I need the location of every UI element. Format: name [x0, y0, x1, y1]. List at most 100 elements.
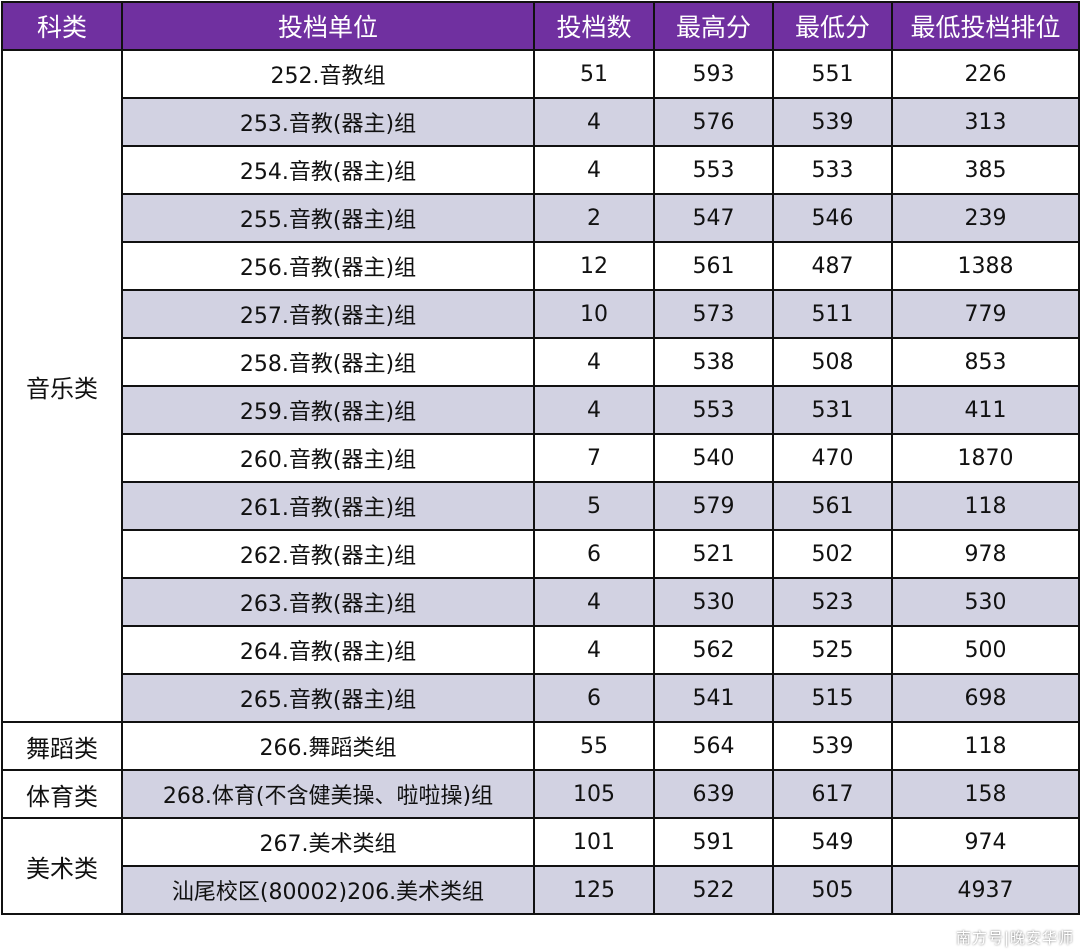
- max-score-cell: 639: [653, 769, 774, 819]
- min-rank-cell: 313: [891, 97, 1080, 147]
- column-header: 最低投档排位: [891, 1, 1080, 51]
- min-rank-cell: 118: [891, 721, 1080, 771]
- table-row: 264.音教(器主)组 4 562 525 500: [2, 625, 1080, 675]
- unit-cell: 266.舞蹈类组: [121, 721, 535, 771]
- count-cell: 5: [533, 481, 655, 531]
- count-cell: 4: [533, 385, 655, 435]
- min-score-cell: 525: [772, 625, 893, 675]
- min-rank-cell: 4937: [891, 865, 1080, 915]
- min-score-cell: 502: [772, 529, 893, 579]
- column-header: 投档单位: [121, 1, 535, 51]
- max-score-cell: 579: [653, 481, 774, 531]
- count-cell: 6: [533, 529, 655, 579]
- unit-cell: 265.音教(器主)组: [121, 673, 535, 723]
- min-score-cell: 511: [772, 289, 893, 339]
- count-cell: 105: [533, 769, 655, 819]
- min-score-cell: 487: [772, 241, 893, 291]
- min-rank-cell: 226: [891, 49, 1080, 99]
- count-cell: 12: [533, 241, 655, 291]
- count-cell: 2: [533, 193, 655, 243]
- min-rank-cell: 1388: [891, 241, 1080, 291]
- min-rank-cell: 1870: [891, 433, 1080, 483]
- count-cell: 4: [533, 337, 655, 387]
- min-score-cell: 551: [772, 49, 893, 99]
- count-cell: 125: [533, 865, 655, 915]
- max-score-cell: 593: [653, 49, 774, 99]
- table-row: 261.音教(器主)组 5 579 561 118: [2, 481, 1080, 531]
- table-row: 舞蹈类 266.舞蹈类组 55 564 539 118: [1, 721, 1080, 771]
- max-score-cell: 530: [653, 577, 774, 627]
- table-row: 254.音教(器主)组 4 553 533 385: [2, 145, 1080, 195]
- column-header: 最低分: [772, 1, 893, 51]
- category-cell: 音乐类: [1, 49, 123, 723]
- max-score-cell: 561: [653, 241, 774, 291]
- table-row: 255.音教(器主)组 2 547 546 239: [2, 193, 1080, 243]
- table-row: 262.音教(器主)组 6 521 502 978: [2, 529, 1080, 579]
- count-cell: 55: [533, 721, 655, 771]
- max-score-cell: 538: [653, 337, 774, 387]
- table-row: 汕尾校区(80002)206.美术类组 125 522 505 4937: [2, 865, 1080, 915]
- max-score-cell: 562: [653, 625, 774, 675]
- count-cell: 4: [533, 97, 655, 147]
- unit-cell: 260.音教(器主)组: [121, 433, 535, 483]
- max-score-cell: 553: [653, 385, 774, 435]
- unit-cell: 257.音教(器主)组: [121, 289, 535, 339]
- unit-cell: 258.音教(器主)组: [121, 337, 535, 387]
- count-cell: 101: [533, 817, 655, 867]
- table-row: 体育类 268.体育(不含健美操、啦啦操)组 105 639 617 158: [1, 769, 1080, 819]
- unit-cell: 264.音教(器主)组: [121, 625, 535, 675]
- unit-cell: 267.美术类组: [121, 817, 535, 867]
- max-score-cell: 541: [653, 673, 774, 723]
- min-score-cell: 549: [772, 817, 893, 867]
- unit-cell: 汕尾校区(80002)206.美术类组: [121, 865, 535, 915]
- min-rank-cell: 530: [891, 577, 1080, 627]
- min-score-cell: 505: [772, 865, 893, 915]
- min-score-cell: 539: [772, 721, 893, 771]
- max-score-cell: 522: [653, 865, 774, 915]
- unit-cell: 262.音教(器主)组: [121, 529, 535, 579]
- table-row: 256.音教(器主)组 12 561 487 1388: [2, 241, 1080, 291]
- watermark: 南方号|晚安华师: [955, 929, 1074, 947]
- count-cell: 6: [533, 673, 655, 723]
- min-rank-cell: 411: [891, 385, 1080, 435]
- table-row: 265.音教(器主)组 6 541 515 698: [2, 673, 1080, 723]
- min-score-cell: 523: [772, 577, 893, 627]
- count-cell: 51: [533, 49, 655, 99]
- unit-cell: 253.音教(器主)组: [121, 97, 535, 147]
- min-score-cell: 515: [772, 673, 893, 723]
- count-cell: 4: [533, 145, 655, 195]
- min-rank-cell: 239: [891, 193, 1080, 243]
- count-cell: 4: [533, 577, 655, 627]
- min-score-cell: 617: [772, 769, 893, 819]
- table-row: 263.音教(器主)组 4 530 523 530: [2, 577, 1080, 627]
- category-cell: 美术类: [1, 817, 123, 915]
- header-row: 科类 投档单位 投档数 最高分 最低分 最低投档排位: [1, 1, 1080, 51]
- min-score-cell: 561: [772, 481, 893, 531]
- min-score-cell: 546: [772, 193, 893, 243]
- max-score-cell: 521: [653, 529, 774, 579]
- unit-cell: 268.体育(不含健美操、啦啦操)组: [121, 769, 535, 819]
- unit-cell: 255.音教(器主)组: [121, 193, 535, 243]
- count-cell: 7: [533, 433, 655, 483]
- count-cell: 10: [533, 289, 655, 339]
- max-score-cell: 540: [653, 433, 774, 483]
- max-score-cell: 576: [653, 97, 774, 147]
- category-cell: 体育类: [1, 769, 123, 819]
- max-score-cell: 553: [653, 145, 774, 195]
- category-cell: 舞蹈类: [1, 721, 123, 771]
- table-row: 253.音教(器主)组 4 576 539 313: [2, 97, 1080, 147]
- column-header: 科类: [1, 1, 123, 51]
- min-rank-cell: 500: [891, 625, 1080, 675]
- max-score-cell: 547: [653, 193, 774, 243]
- min-rank-cell: 978: [891, 529, 1080, 579]
- column-header: 最高分: [653, 1, 774, 51]
- min-score-cell: 533: [772, 145, 893, 195]
- table-row: 260.音教(器主)组 7 540 470 1870: [2, 433, 1080, 483]
- min-score-cell: 539: [772, 97, 893, 147]
- max-score-cell: 564: [653, 721, 774, 771]
- unit-cell: 252.音教组: [121, 49, 535, 99]
- min-score-cell: 531: [772, 385, 893, 435]
- table-row: 259.音教(器主)组 4 553 531 411: [2, 385, 1080, 435]
- min-rank-cell: 118: [891, 481, 1080, 531]
- unit-cell: 256.音教(器主)组: [121, 241, 535, 291]
